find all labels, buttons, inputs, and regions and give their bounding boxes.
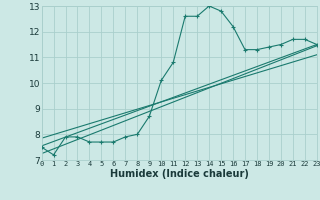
X-axis label: Humidex (Indice chaleur): Humidex (Indice chaleur) bbox=[110, 169, 249, 179]
